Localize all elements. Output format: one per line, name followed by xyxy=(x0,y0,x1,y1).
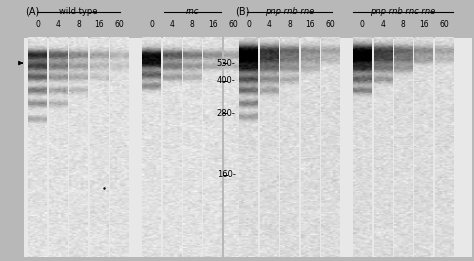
Text: 8: 8 xyxy=(76,20,81,28)
Text: 60: 60 xyxy=(228,20,238,28)
Text: 4: 4 xyxy=(55,20,61,28)
Text: (A): (A) xyxy=(25,7,39,16)
Text: 0: 0 xyxy=(246,20,251,28)
Text: rnc: rnc xyxy=(185,7,199,15)
Text: 4: 4 xyxy=(266,20,272,28)
Text: 400-: 400- xyxy=(217,76,236,85)
Text: (B): (B) xyxy=(235,7,249,16)
Text: 530-: 530- xyxy=(217,58,236,68)
Text: 0: 0 xyxy=(149,20,154,28)
Text: pnp rnb rne: pnp rnb rne xyxy=(265,7,314,15)
Text: 4: 4 xyxy=(380,20,385,28)
Text: 4: 4 xyxy=(169,20,174,28)
Text: 160-: 160- xyxy=(217,170,236,179)
Text: 16: 16 xyxy=(208,20,218,28)
Text: 60: 60 xyxy=(325,20,335,28)
Text: 60: 60 xyxy=(114,20,124,28)
Text: wild type: wild type xyxy=(59,7,98,15)
Text: 16: 16 xyxy=(419,20,428,28)
Text: 8: 8 xyxy=(190,20,195,28)
Text: 16: 16 xyxy=(94,20,104,28)
Text: 8: 8 xyxy=(401,20,406,28)
Text: 16: 16 xyxy=(305,20,315,28)
Text: 280-: 280- xyxy=(217,109,236,118)
Text: 0: 0 xyxy=(360,20,365,28)
Text: 8: 8 xyxy=(287,20,292,28)
Text: 60: 60 xyxy=(439,20,449,28)
Bar xyxy=(24,38,220,257)
Bar xyxy=(237,38,472,257)
Text: pnp rnb rnc rne: pnp rnb rnc rne xyxy=(371,7,436,15)
Text: 0: 0 xyxy=(35,20,40,28)
